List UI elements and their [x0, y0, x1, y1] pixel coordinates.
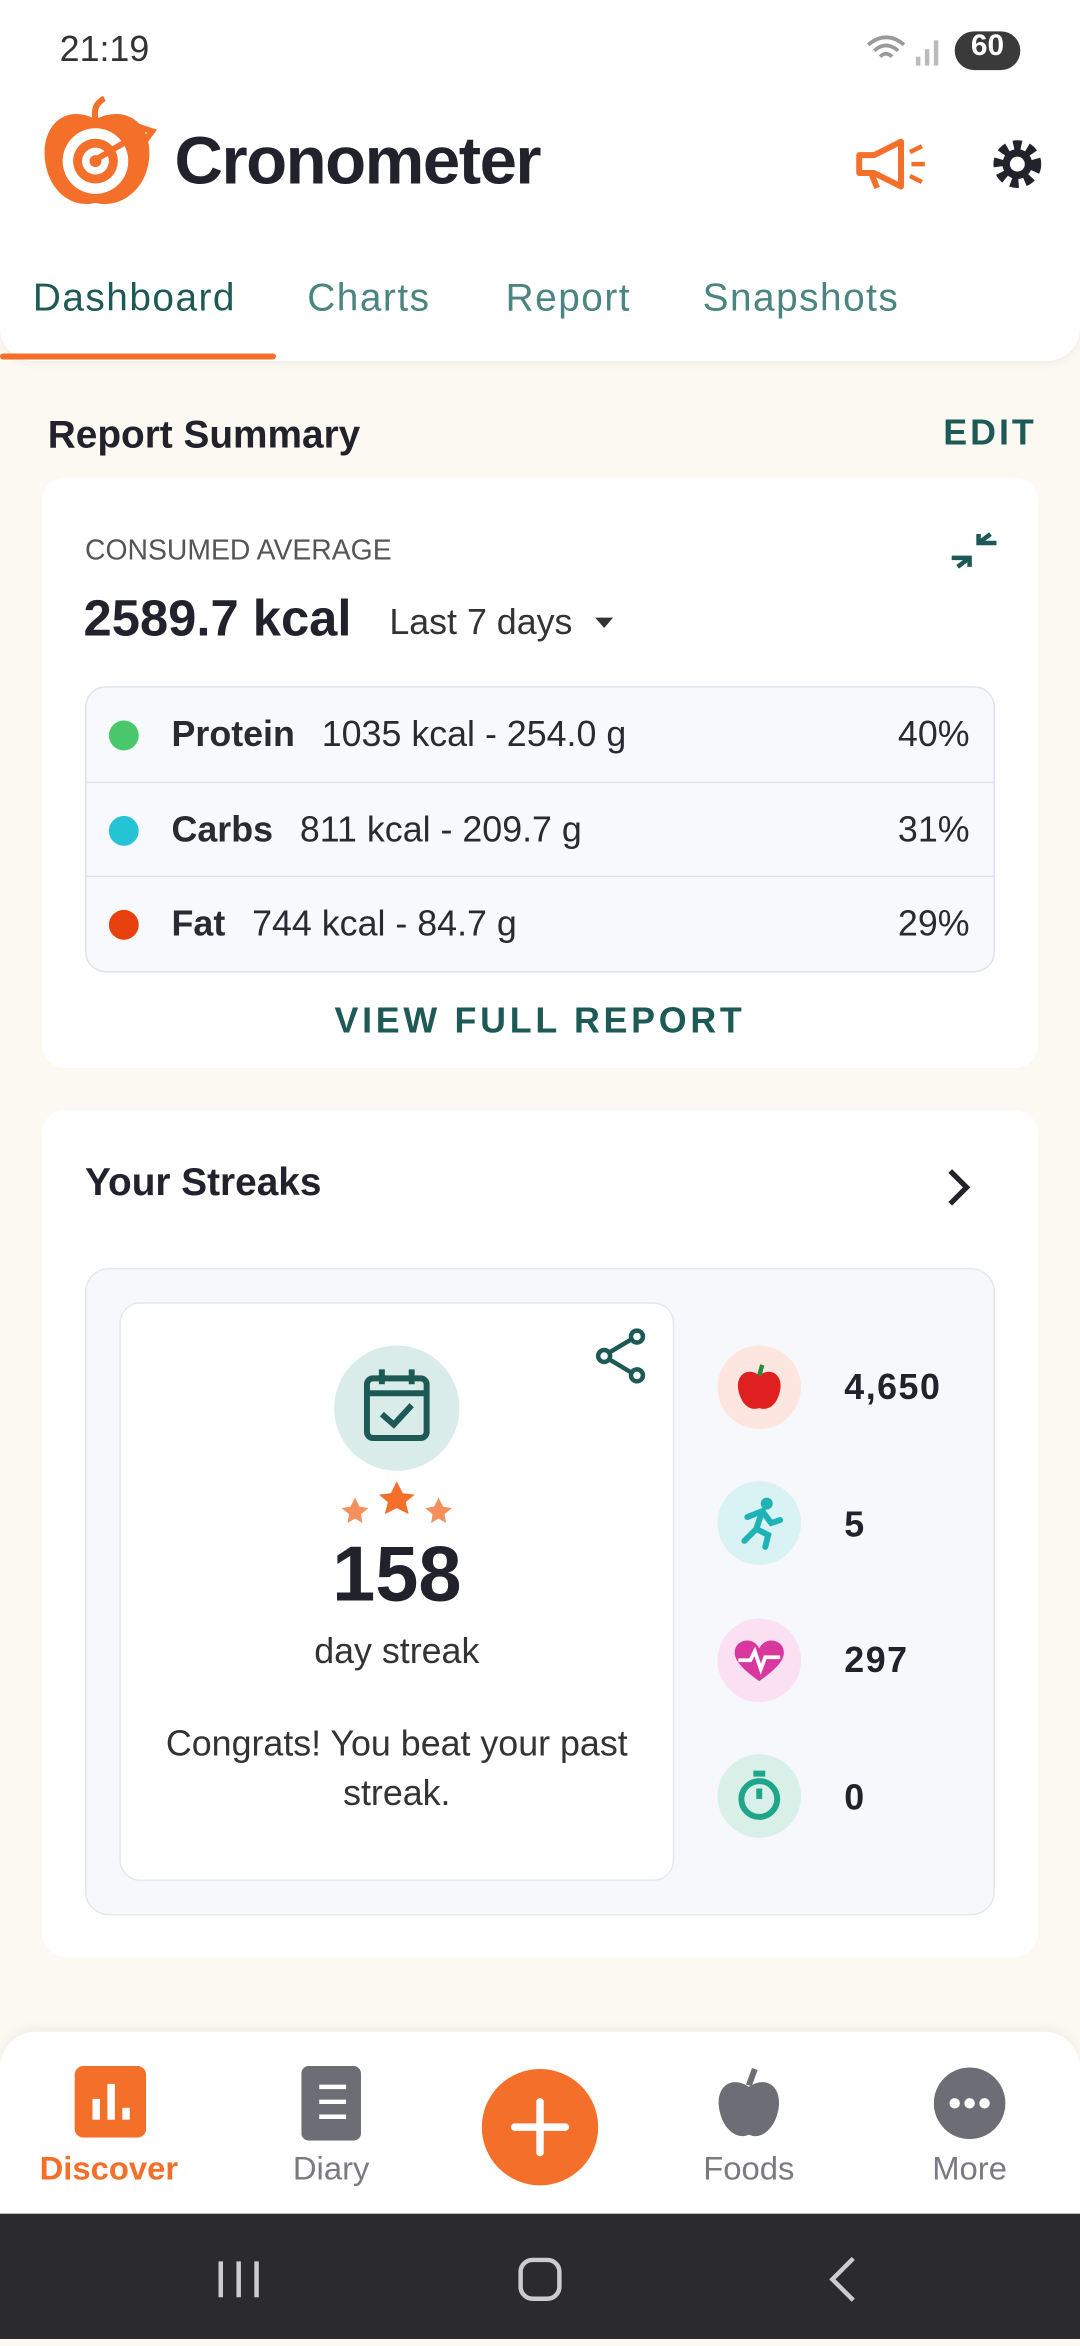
- streak-badge: [334, 1345, 460, 1524]
- nav-label[interactable]: More: [932, 2149, 1007, 2187]
- macro-detail: 811 kcal - 209.7 g: [299, 809, 582, 850]
- macro-percent: 40%: [897, 713, 970, 755]
- macro-dot: [108, 909, 139, 940]
- nav-label[interactable]: Foods: [703, 2149, 795, 2187]
- section-title: Your Streaks: [85, 1159, 322, 1204]
- more-icon[interactable]: [933, 2067, 1006, 2140]
- announcements-button[interactable]: [853, 137, 928, 194]
- dropdown-arrow: [595, 617, 614, 629]
- collapse-button[interactable]: [949, 531, 1000, 570]
- macro-row: Protein 1035 kcal - 254.0 g 40%: [87, 688, 994, 782]
- streak-message: Congrats! You beat your past streak.: [165, 1724, 628, 1814]
- tab-indicator: [0, 353, 276, 360]
- app-name: Cronometer: [174, 122, 542, 199]
- macro-name: Fat: [171, 903, 226, 944]
- edit-button[interactable]: EDIT: [943, 413, 1037, 454]
- share-button[interactable]: [591, 1328, 651, 1388]
- system-nav-icons: [218, 2256, 855, 2302]
- foods-icon[interactable]: [716, 2066, 782, 2141]
- macro-dot: [108, 719, 139, 750]
- battery-level: 60: [970, 29, 1005, 63]
- macro-dot: [108, 815, 139, 846]
- tab[interactable]: Charts: [307, 274, 431, 320]
- total-kcal: 2589.7 kcal: [83, 590, 352, 648]
- macro-table: Protein 1035 kcal - 254.0 g 40% Carbs 811 kc…: [85, 686, 995, 973]
- macro-name: Carbs: [171, 809, 274, 850]
- macro-detail: 1035 kcal - 254.0 g: [321, 713, 627, 755]
- macro-detail: 744 kcal - 84.7 g: [252, 903, 517, 944]
- streak-stat: 4,650: [844, 1367, 942, 1409]
- logo: [44, 95, 158, 205]
- view-report-link[interactable]: VIEW FULL REPORT: [334, 1000, 746, 1042]
- tab[interactable]: Report: [505, 274, 632, 320]
- nav-label[interactable]: Diary: [292, 2149, 370, 2187]
- discover-icon[interactable]: [74, 2066, 147, 2138]
- streaks-open[interactable]: [943, 1167, 976, 1209]
- diary-icon[interactable]: [301, 2066, 361, 2141]
- period-selector[interactable]: Last 7 days: [389, 602, 573, 643]
- tab[interactable]: Snapshots: [702, 274, 900, 320]
- streak-stat: 5: [844, 1505, 866, 1546]
- streak-count: 158: [332, 1531, 462, 1619]
- streak-stat: 0: [844, 1778, 866, 1819]
- settings-button[interactable]: [988, 134, 1048, 194]
- streak-unit: day streak: [314, 1631, 480, 1673]
- macro-percent: 31%: [897, 809, 970, 850]
- fasting-streak-icon: [717, 1754, 802, 1838]
- tab[interactable]: Dashboard: [32, 274, 236, 320]
- summary-label: CONSUMED AVERAGE: [85, 535, 392, 567]
- macro-name: Protein: [171, 713, 295, 755]
- exercise-streak-icon: [717, 1481, 802, 1565]
- food-streak-icon: [717, 1345, 802, 1430]
- status-time: 21:19: [59, 29, 150, 71]
- health-streak-icon: [717, 1618, 802, 1703]
- streak-stat: 297: [844, 1640, 909, 1682]
- status-icons: [866, 31, 1021, 71]
- system-nav: [0, 2213, 1080, 2339]
- macro-percent: 29%: [897, 903, 970, 944]
- add-button[interactable]: [481, 2068, 599, 2186]
- section-title: Report Summary: [47, 411, 361, 457]
- macro-row: Carbs 811 kcal - 209.7 g 31%: [86, 781, 994, 877]
- macro-row: Fat 744 kcal - 84.7 g 29%: [86, 875, 994, 971]
- nav-label[interactable]: Discover: [39, 2149, 179, 2187]
